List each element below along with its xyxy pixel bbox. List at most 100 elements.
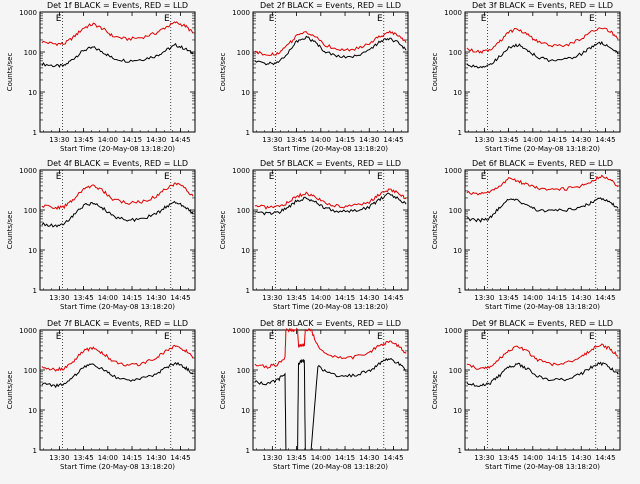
chart-panel-8: Det 8f BLACK = Events, RED = LLD Counts/s… <box>219 319 409 471</box>
x-tick-label: 14:30 <box>146 294 166 302</box>
chart-title: Det 2f BLACK = Events, RED = LLD <box>260 1 401 10</box>
x-tick-label: 13:45 <box>499 294 519 302</box>
x-tick-label: 14:00 <box>311 136 331 144</box>
x-tick-label: 14:30 <box>571 136 591 144</box>
x-tick-label: 14:45 <box>170 454 190 462</box>
chart-title: Det 4f BLACK = Events, RED = LLD <box>47 159 188 168</box>
x-tick-label: 14:30 <box>359 136 379 144</box>
y-tick-label: 10 <box>28 247 37 255</box>
y-tick-label: 100 <box>449 207 462 215</box>
y-tick-label: 1 <box>458 447 462 455</box>
series-line-lld <box>466 343 619 370</box>
series-line-events <box>41 361 194 389</box>
y-axis-label: Counts/sec <box>6 53 14 92</box>
x-tick-label: 14:15 <box>547 294 567 302</box>
x-tick-label: 13:45 <box>287 136 307 144</box>
x-tick-label: 13:45 <box>287 454 307 462</box>
y-tick-label: 1000 <box>444 327 462 335</box>
chart-panel-9: Det 9f BLACK = Events, RED = LLD Counts/s… <box>431 319 621 471</box>
chart-title: Det 7f BLACK = Events, RED = LLD <box>47 319 188 328</box>
series-line-events <box>254 35 407 66</box>
x-tick-label: 13:45 <box>287 294 307 302</box>
series-line-events <box>254 192 407 216</box>
x-axis-label: Start Time (20-May-08 13:18:20) <box>60 303 175 311</box>
chart-panel-4: Det 4f BLACK = Events, RED = LLD Counts/s… <box>6 159 196 311</box>
x-axis-label: Start Time (20-May-08 13:18:20) <box>485 303 600 311</box>
x-tick-label: 14:30 <box>571 294 591 302</box>
e-marker: E <box>377 332 383 342</box>
e-marker: E <box>164 14 170 24</box>
x-tick-label: 13:45 <box>74 294 94 302</box>
x-tick-label: 14:00 <box>311 294 331 302</box>
plot-frame <box>464 329 621 451</box>
plot-frame <box>464 11 621 133</box>
y-tick-label: 1 <box>33 447 37 455</box>
x-tick-label: 14:45 <box>170 136 190 144</box>
series-line-events <box>466 197 619 223</box>
x-axis-label: Start Time (20-May-08 13:18:20) <box>273 145 388 153</box>
series-line-lld <box>254 327 407 369</box>
y-tick-label: 1 <box>246 447 250 455</box>
e-marker: E <box>481 332 487 342</box>
series-line-lld <box>254 188 407 210</box>
chart-panel-3: Det 3f BLACK = Events, RED = LLD Counts/s… <box>431 1 621 153</box>
x-tick-label: 13:45 <box>499 454 519 462</box>
x-axis-label: Start Time (20-May-08 13:18:20) <box>485 145 600 153</box>
x-axis-label: Start Time (20-May-08 13:18:20) <box>273 463 388 471</box>
x-tick-label: 14:00 <box>523 454 543 462</box>
x-tick-label: 14:00 <box>98 136 118 144</box>
chart-title: Det 1f BLACK = Events, RED = LLD <box>47 1 188 10</box>
y-tick-label: 10 <box>28 407 37 415</box>
y-tick-label: 1 <box>458 287 462 295</box>
y-tick-label: 1 <box>33 287 37 295</box>
x-tick-label: 14:30 <box>359 294 379 302</box>
y-axis-label: Counts/sec <box>431 53 439 92</box>
series-line-events <box>466 361 619 387</box>
series-line-lld <box>466 27 619 54</box>
y-axis-label: Counts/sec <box>219 53 227 92</box>
e-marker: E <box>269 332 275 342</box>
e-marker: E <box>56 172 62 182</box>
y-tick-label: 1000 <box>19 9 37 17</box>
x-tick-label: 14:15 <box>122 294 142 302</box>
y-tick-label: 1000 <box>232 9 250 17</box>
x-axis-label: Start Time (20-May-08 13:18:20) <box>60 145 175 153</box>
e-marker: E <box>589 14 595 24</box>
y-tick-label: 1 <box>33 129 37 137</box>
x-tick-label: 14:15 <box>335 136 355 144</box>
e-marker: E <box>269 14 275 24</box>
series-line-lld <box>466 174 619 196</box>
y-tick-label: 10 <box>453 247 462 255</box>
x-tick-label: 14:00 <box>523 136 543 144</box>
x-tick-label: 14:45 <box>595 454 615 462</box>
x-tick-label: 14:15 <box>335 294 355 302</box>
y-axis-label: Counts/sec <box>219 371 227 410</box>
plot-frame <box>39 11 196 133</box>
x-tick-label: 14:30 <box>146 136 166 144</box>
x-tick-label: 13:30 <box>49 294 69 302</box>
x-tick-label: 14:30 <box>571 454 591 462</box>
x-axis-label: Start Time (20-May-08 13:18:20) <box>485 463 600 471</box>
e-marker: E <box>481 14 487 24</box>
x-tick-label: 13:30 <box>474 454 494 462</box>
e-marker: E <box>164 172 170 182</box>
x-tick-label: 14:00 <box>98 454 118 462</box>
y-axis-label: Counts/sec <box>6 211 14 250</box>
y-tick-label: 10 <box>28 89 37 97</box>
x-tick-label: 13:45 <box>74 454 94 462</box>
x-tick-label: 13:45 <box>74 136 94 144</box>
y-tick-label: 10 <box>241 407 250 415</box>
x-tick-label: 13:30 <box>49 454 69 462</box>
y-tick-label: 10 <box>453 407 462 415</box>
series-line-lld <box>254 30 407 56</box>
y-tick-label: 1000 <box>444 9 462 17</box>
x-tick-label: 14:00 <box>523 294 543 302</box>
chart-panel-7: Det 7f BLACK = Events, RED = LLD Counts/s… <box>6 319 196 471</box>
x-tick-label: 14:30 <box>146 454 166 462</box>
chart-panel-1: Det 1f BLACK = Events, RED = LLD Counts/s… <box>6 1 196 153</box>
chart-title: Det 9f BLACK = Events, RED = LLD <box>472 319 613 328</box>
chart-panel-2: Det 2f BLACK = Events, RED = LLD Counts/s… <box>219 1 409 153</box>
e-marker: E <box>589 332 595 342</box>
plot-frame <box>39 169 196 291</box>
